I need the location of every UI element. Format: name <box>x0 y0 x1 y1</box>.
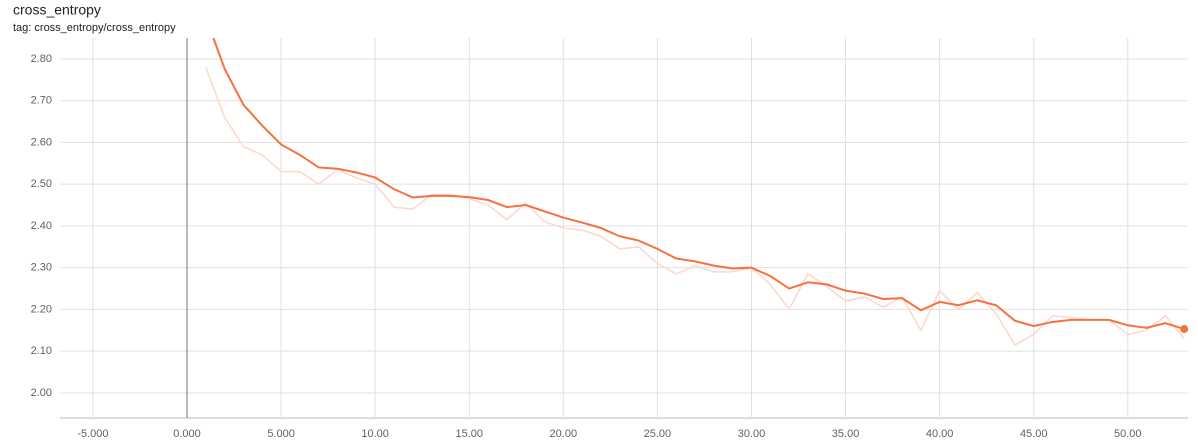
x-tick-label: 45.00 <box>1020 428 1048 440</box>
last-point <box>1180 325 1189 334</box>
x-tick-label: 40.00 <box>926 428 954 440</box>
plot-lines <box>205 38 1185 346</box>
x-tick-label: -5.000 <box>77 428 108 440</box>
y-tick-label: 2.60 <box>31 136 52 148</box>
series-line <box>205 66 1185 346</box>
x-tick-label: 30.00 <box>738 428 766 440</box>
x-tick-label: 20.00 <box>550 428 578 440</box>
y-tick-label: 2.50 <box>31 178 52 190</box>
x-tick-label: 25.00 <box>644 428 672 440</box>
chart-title: cross_entropy <box>13 2 101 18</box>
y-tick-label: 2.20 <box>31 303 52 315</box>
x-tick-label: 5.000 <box>267 428 295 440</box>
y-tick-label: 2.80 <box>31 53 52 65</box>
y-tick-label: 2.70 <box>31 95 52 107</box>
y-tick-label: 2.00 <box>31 387 52 399</box>
x-tick-label: 35.00 <box>832 428 860 440</box>
chart-subtitle: tag: cross_entropy/cross_entropy <box>13 22 176 34</box>
x-tick-label: 50.00 <box>1114 428 1142 440</box>
y-tick-label: 2.40 <box>31 220 52 232</box>
x-tick-label: 15.00 <box>455 428 483 440</box>
y-tick-label: 2.30 <box>31 262 52 274</box>
y-tick-label: 2.10 <box>31 345 52 357</box>
series-line <box>212 38 1185 331</box>
x-tick-label: 0.000 <box>173 428 201 440</box>
x-tick-label: 10.00 <box>361 428 389 440</box>
